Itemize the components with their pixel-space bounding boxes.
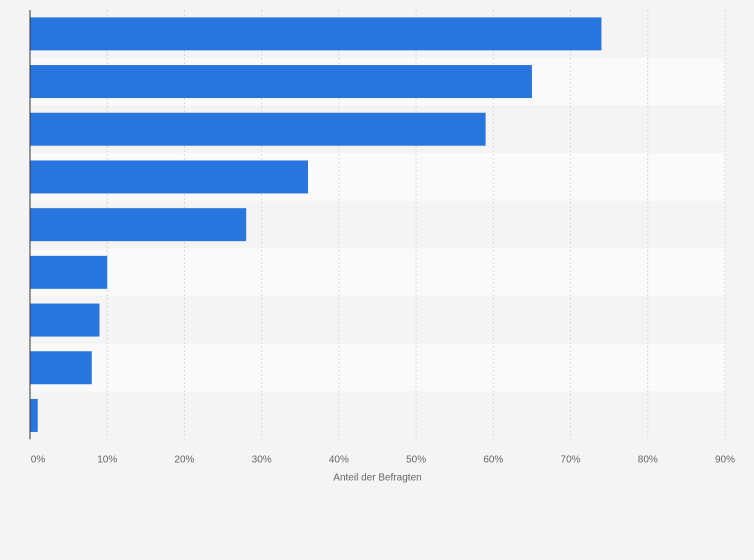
- x-tick-label: 90%: [715, 454, 735, 465]
- bar[interactable]: [30, 351, 92, 385]
- bar[interactable]: [30, 208, 247, 242]
- bar[interactable]: [30, 255, 108, 289]
- bar[interactable]: [30, 160, 308, 194]
- bar[interactable]: [30, 17, 602, 51]
- x-tick-label: 40%: [329, 454, 349, 465]
- x-tick-label: 70%: [561, 454, 581, 465]
- row-band: [30, 343, 725, 392]
- x-tick-label: 80%: [638, 454, 658, 465]
- row-band: [30, 248, 725, 297]
- x-tick-label: 30%: [252, 454, 272, 465]
- grid-lines: [106, 10, 726, 440]
- bar-series: [30, 17, 602, 432]
- row-band: [30, 391, 725, 440]
- x-axis-title: Anteil der Befragten: [333, 472, 421, 483]
- bar[interactable]: [30, 398, 38, 432]
- x-tick-label: 50%: [406, 454, 426, 465]
- x-tick-label: 20%: [174, 454, 194, 465]
- bar[interactable]: [30, 65, 532, 99]
- bar[interactable]: [30, 112, 486, 146]
- row-band: [30, 296, 725, 344]
- x-tick-label: 10%: [97, 454, 117, 465]
- x-axis-ticks: 0% 10% 20% 30% 40% 50% 60% 70% 80% 90%: [31, 454, 735, 465]
- bar[interactable]: [30, 303, 100, 337]
- x-tick-label: 60%: [483, 454, 503, 465]
- x-tick-label: 0%: [31, 454, 46, 465]
